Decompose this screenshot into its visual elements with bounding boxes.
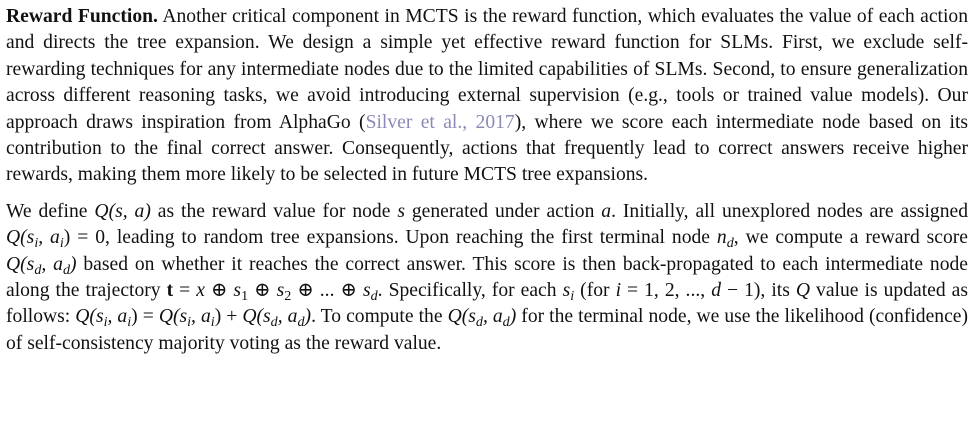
- text: . Specifically, for each: [377, 280, 563, 302]
- text: ), where we score each intermediate node…: [6, 111, 969, 186]
- citation-year: 2017: [475, 111, 515, 133]
- math-q-terminal: Q(sd, ad): [447, 306, 517, 331]
- text: . Initially, all unexplored nodes are as…: [611, 200, 968, 222]
- math-q: Q: [795, 280, 811, 302]
- text: value is updated as follows:: [6, 280, 968, 328]
- math-a: a: [601, 200, 612, 222]
- paragraph-q-definition: We define Q(s, a) as the reward value fo…: [6, 199, 968, 357]
- text: We define: [6, 200, 95, 222]
- text: based on whether it reaches the correct …: [6, 253, 968, 302]
- text: , its: [760, 280, 796, 302]
- math-trajectory: t = x ⊕ s1 ⊕ s2 ⊕ ... ⊕ sd: [166, 280, 378, 304]
- citation-link[interactable]: Silver et al., 2017: [366, 112, 515, 133]
- run-in-heading: Reward Function.: [6, 6, 158, 27]
- math-q-init: Q(si, ai) = 0: [6, 227, 105, 252]
- text: . To compute the: [311, 306, 448, 328]
- math-s: s: [397, 200, 405, 222]
- text: Another critical component in MCTS is th…: [6, 6, 968, 133]
- text: , we compute a reward score: [733, 227, 969, 249]
- math-q-s-a: Q(s, a): [94, 200, 151, 222]
- text: , leading to random tree expansions. Upo…: [105, 227, 717, 249]
- citation-sep: ,: [462, 111, 476, 133]
- text: for the terminal node, we use the likeli…: [6, 306, 969, 354]
- text: (for: [574, 280, 616, 302]
- math-s-i: si: [562, 280, 575, 304]
- math-q-terminal: Q(sd, ad): [6, 253, 77, 278]
- citation-author: Silver et al.: [365, 111, 463, 133]
- math-update-rule: Q(si, ai) = Q(si, ai) + Q(sd, ad): [75, 306, 312, 331]
- math-n-d: nd: [716, 227, 734, 252]
- paragraph-reward-function: Reward Function. Another critical compon…: [6, 4, 968, 189]
- text: as the reward value for node: [150, 200, 398, 222]
- math-index-range: i = 1, 2, ..., d − 1): [615, 280, 761, 302]
- text: generated under action: [404, 200, 602, 222]
